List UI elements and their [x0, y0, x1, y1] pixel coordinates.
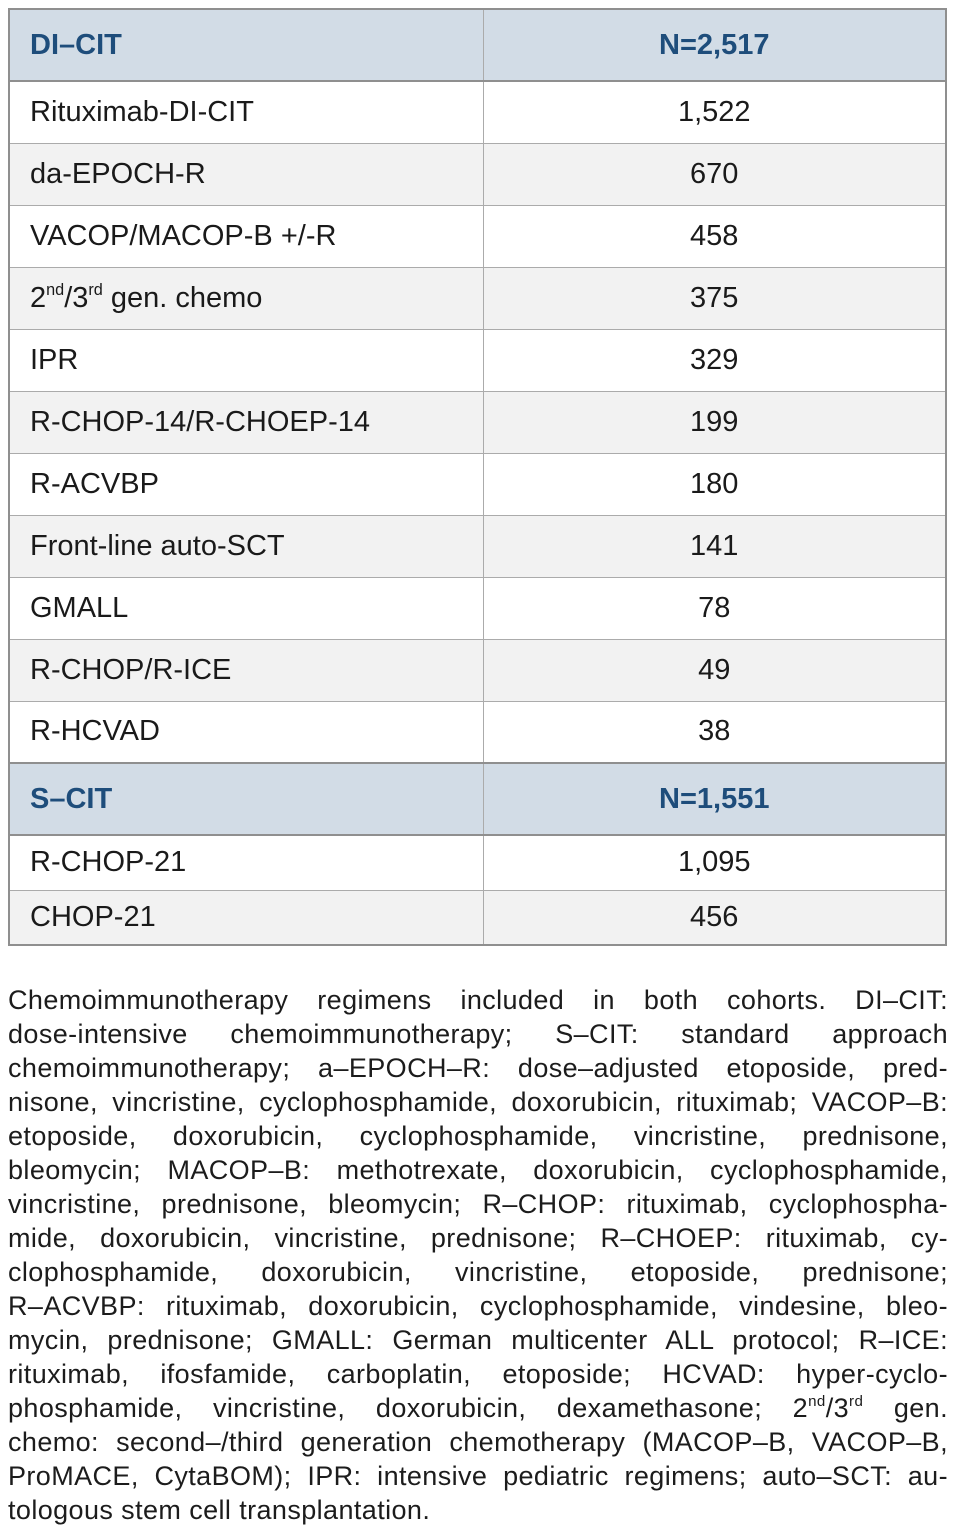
cohort-header-label: S–CIT: [8, 762, 484, 836]
caption-line: R–ACVBP: rituximab, doxorubicin, cycloph…: [8, 1291, 948, 1321]
cohort-header-s-cit: S–CIT N=1,551: [8, 762, 947, 836]
regimen-label: da-EPOCH-R: [8, 142, 484, 206]
regimen-row: VACOP/MACOP-B +/-R 458: [8, 204, 947, 268]
regimen-count: 199: [482, 390, 947, 454]
caption-line: chemoimmunotherapy; a–EPOCH–R: dose–adju…: [8, 1053, 948, 1083]
regimen-row: GMALL 78: [8, 576, 947, 640]
page: DI–CIT N=2,517 Rituximab-DI-CIT 1,522 da…: [0, 8, 956, 1531]
caption-line: etoposide, doxorubicin, cyclophosphamide…: [8, 1121, 948, 1151]
regimen-count: 670: [482, 142, 947, 206]
regimen-row: R-ACVBP 180: [8, 452, 947, 516]
caption-line: dose-intensive chemoimmunotherapy; S–CIT…: [8, 1019, 948, 1049]
regimen-label: R-CHOP-14/R-CHOEP-14: [8, 390, 484, 454]
regimen-row: 2nd/3rd gen. chemo 375: [8, 266, 947, 330]
regimen-label: GMALL: [8, 576, 484, 640]
regimen-count: 1,095: [482, 834, 947, 891]
cohort-header-count: N=1,551: [482, 762, 947, 836]
regimen-count: 1,522: [482, 80, 947, 144]
regimen-count: 375: [482, 266, 947, 330]
regimen-row: R-CHOP/R-ICE 49: [8, 638, 947, 702]
regimen-row: Front-line auto-SCT 141: [8, 514, 947, 578]
caption-line: clophosphamide, doxorubicin, vincristine…: [8, 1257, 948, 1287]
regimen-row: Rituximab-DI-CIT 1,522: [8, 80, 947, 144]
regimen-label: R-HCVAD: [8, 700, 484, 764]
caption-line: mide, doxorubicin, vincristine, predniso…: [8, 1223, 948, 1253]
regimen-label: CHOP-21: [8, 889, 484, 946]
caption-line: nisone, vincristine, cyclophosphamide, d…: [8, 1087, 948, 1117]
regimen-count: 78: [482, 576, 947, 640]
regimen-label: IPR: [8, 328, 484, 392]
regimen-label: R-CHOP/R-ICE: [8, 638, 484, 702]
regimen-label: 2nd/3rd gen. chemo: [8, 266, 484, 330]
caption-line: phosphamide, vincristine, doxorubicin, d…: [8, 1393, 948, 1423]
regimen-count: 329: [482, 328, 947, 392]
regimen-count: 180: [482, 452, 947, 516]
cohort-header-label: DI–CIT: [8, 8, 484, 82]
regimen-table: DI–CIT N=2,517 Rituximab-DI-CIT 1,522 da…: [8, 8, 947, 946]
regimen-label: Rituximab-DI-CIT: [8, 80, 484, 144]
cohort-header-count: N=2,517: [482, 8, 947, 82]
regimen-count: 458: [482, 204, 947, 268]
regimen-label: R-ACVBP: [8, 452, 484, 516]
regimen-count: 49: [482, 638, 947, 702]
caption-line: tologous stem cell transplantation.: [8, 1495, 431, 1525]
regimen-row: da-EPOCH-R 670: [8, 142, 947, 206]
regimen-count: 38: [482, 700, 947, 764]
caption-line: vincristine, prednisone, bleomycin; R–CH…: [8, 1189, 948, 1219]
regimen-row: IPR 329: [8, 328, 947, 392]
cohort-header-di-cit: DI–CIT N=2,517: [8, 8, 947, 82]
regimen-row: R-CHOP-14/R-CHOEP-14 199: [8, 390, 947, 454]
regimen-label: VACOP/MACOP-B +/-R: [8, 204, 484, 268]
regimen-count: 141: [482, 514, 947, 578]
regimen-row: R-HCVAD 38: [8, 700, 947, 764]
regimen-count: 456: [482, 889, 947, 946]
regimen-label: R-CHOP-21: [8, 834, 484, 891]
table-caption: Chemoimmunotherapy regimens included in …: [8, 983, 948, 1527]
regimen-row: CHOP-21 456: [8, 889, 947, 946]
caption-line: chemo: second–/third generation chemothe…: [8, 1427, 948, 1457]
caption-line: ProMACE, CytaBOM); IPR: intensive pediat…: [8, 1461, 948, 1491]
regimen-label: Front-line auto-SCT: [8, 514, 484, 578]
regimen-row: R-CHOP-21 1,095: [8, 834, 947, 891]
caption-line: mycin, prednisone; GMALL: German multice…: [8, 1325, 948, 1355]
caption-line: Chemoimmunotherapy regimens included in …: [8, 985, 948, 1015]
caption-line: bleomycin; MACOP–B: methotrexate, doxoru…: [8, 1155, 948, 1185]
caption-line: rituximab, ifosfamide, carboplatin, etop…: [8, 1359, 948, 1389]
